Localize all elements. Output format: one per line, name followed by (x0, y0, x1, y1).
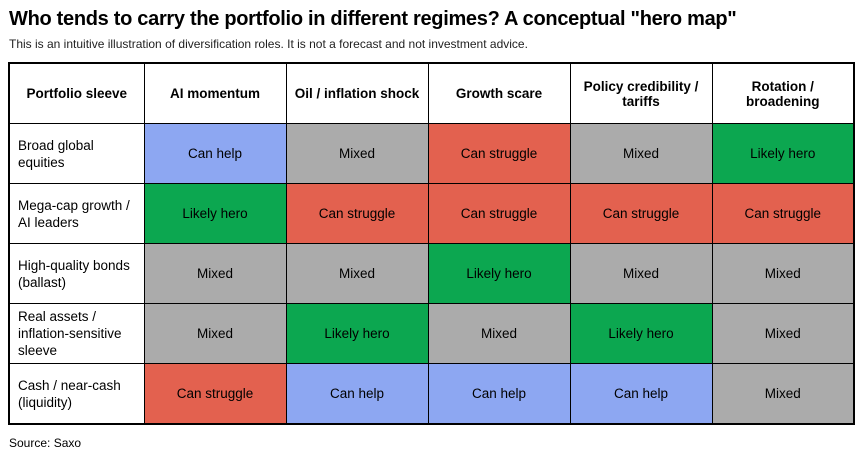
source-note: Source: Saxo (9, 436, 82, 450)
table-row: High-quality bonds (ballast) Mixed Mixed Li… (8, 243, 855, 304)
heatmap-cell-can_struggle: Can struggle (569, 183, 713, 244)
heatmap-cell-can_help: Can help (285, 363, 429, 425)
heatmap-cell-mixed: Mixed (711, 363, 855, 425)
table-row: Cash / near-cash (liquidity) Can struggle… (8, 363, 855, 425)
table-row: Real assets / inflation-sensitive sleeve… (8, 303, 855, 364)
table-header-row: Portfolio sleeve AI momentum Oil / inflati… (8, 62, 855, 124)
row-label: High-quality bonds (ballast) (8, 243, 145, 304)
column-header: Oil / inflation shock (285, 62, 429, 124)
column-header-portfolio-sleeve: Portfolio sleeve (8, 62, 145, 124)
heatmap-cell-can_struggle: Can struggle (285, 183, 429, 244)
heatmap-cell-likely_hero: Likely hero (427, 243, 571, 304)
heatmap-cell-can_help: Can help (569, 363, 713, 425)
page-subtitle: This is an intuitive illustration of div… (9, 37, 528, 51)
heatmap-cell-likely_hero: Likely hero (569, 303, 713, 364)
heatmap-cell-mixed: Mixed (285, 243, 429, 304)
row-label: Cash / near-cash (liquidity) (8, 363, 145, 425)
heatmap-cell-likely_hero: Likely hero (285, 303, 429, 364)
heatmap-cell-can_struggle: Can struggle (143, 363, 287, 425)
heatmap-cell-can_struggle: Can struggle (711, 183, 855, 244)
heatmap-cell-mixed: Mixed (285, 123, 429, 184)
table-row: Mega-cap growth / AI leaders Likely hero C… (8, 183, 855, 244)
heatmap-cell-mixed: Mixed (427, 303, 571, 364)
column-header: Policy credibility / tariffs (569, 62, 713, 124)
heatmap-cell-can_struggle: Can struggle (427, 183, 571, 244)
heatmap-cell-mixed: Mixed (143, 243, 287, 304)
row-label: Real assets / inflation-sensitive sleeve (8, 303, 145, 364)
heatmap-cell-can_struggle: Can struggle (427, 123, 571, 184)
heatmap-cell-likely_hero: Likely hero (143, 183, 287, 244)
heatmap-cell-mixed: Mixed (711, 303, 855, 364)
heatmap-cell-can_help: Can help (427, 363, 571, 425)
column-header: AI momentum (143, 62, 287, 124)
row-label: Mega-cap growth / AI leaders (8, 183, 145, 244)
column-header: Rotation / broadening (711, 62, 855, 124)
table-body: Broad global equities Can help Mixed Can st… (8, 123, 855, 425)
heatmap-cell-mixed: Mixed (569, 243, 713, 304)
row-label: Broad global equities (8, 123, 145, 184)
hero-map-table: Portfolio sleeve AI momentum Oil / inflati… (8, 62, 855, 425)
heatmap-cell-mixed: Mixed (711, 243, 855, 304)
heatmap-cell-can_help: Can help (143, 123, 287, 184)
page-title: Who tends to carry the portfolio in diff… (9, 8, 737, 30)
heatmap-cell-mixed: Mixed (569, 123, 713, 184)
heatmap-cell-mixed: Mixed (143, 303, 287, 364)
column-header: Growth scare (427, 62, 571, 124)
heatmap-cell-likely_hero: Likely hero (711, 123, 855, 184)
table-row: Broad global equities Can help Mixed Can st… (8, 123, 855, 184)
